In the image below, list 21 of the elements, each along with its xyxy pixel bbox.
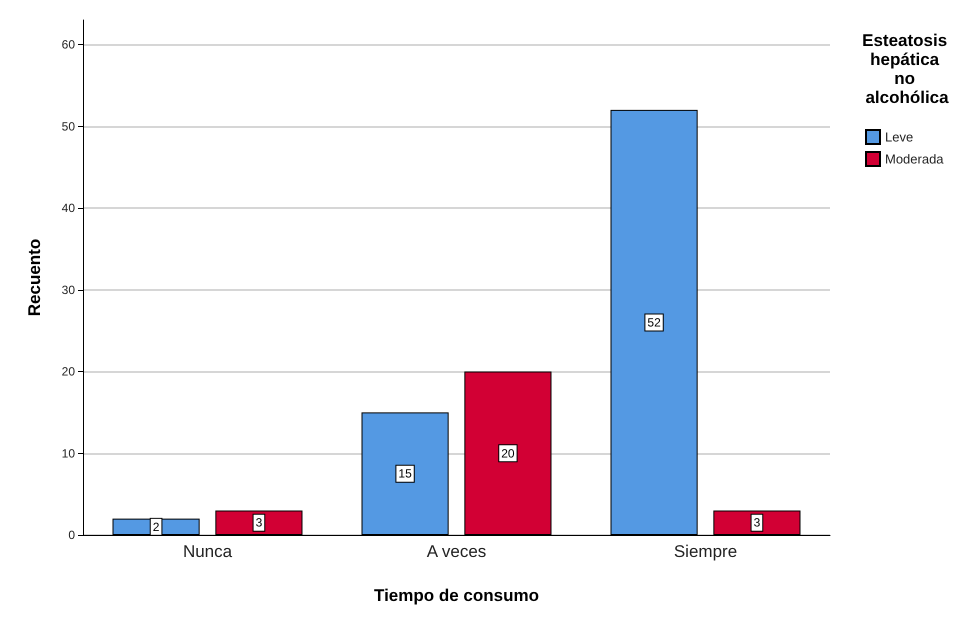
x-tick-label: Nunca (182, 542, 233, 561)
y-tick-label: 60 (62, 38, 76, 52)
y-tick-label: 20 (62, 364, 76, 379)
y-tick-label: 30 (62, 282, 76, 297)
y-tick-label: 40 (62, 201, 76, 216)
data-label: 2 (152, 520, 160, 534)
data-label: 52 (647, 315, 662, 330)
y-tick-label: 50 (62, 119, 76, 134)
x-tick-label: A veces (426, 542, 486, 561)
data-label: 20 (501, 446, 515, 460)
legend-title: Esteatosis hepática no alcohólica (862, 31, 952, 107)
y-tick-label: 0 (68, 528, 76, 542)
legend-label: Moderada (885, 152, 944, 166)
legend-label: Leve (885, 130, 914, 144)
y-tick-label: 10 (62, 446, 76, 460)
y-axis-title: Recuento (25, 238, 44, 316)
x-axis-title: Tiempo de consumo (374, 586, 539, 605)
data-label: 15 (398, 466, 412, 481)
x-tick-label: Siempre (674, 542, 738, 561)
data-label: 3 (256, 516, 263, 530)
data-label: 3 (754, 516, 761, 530)
